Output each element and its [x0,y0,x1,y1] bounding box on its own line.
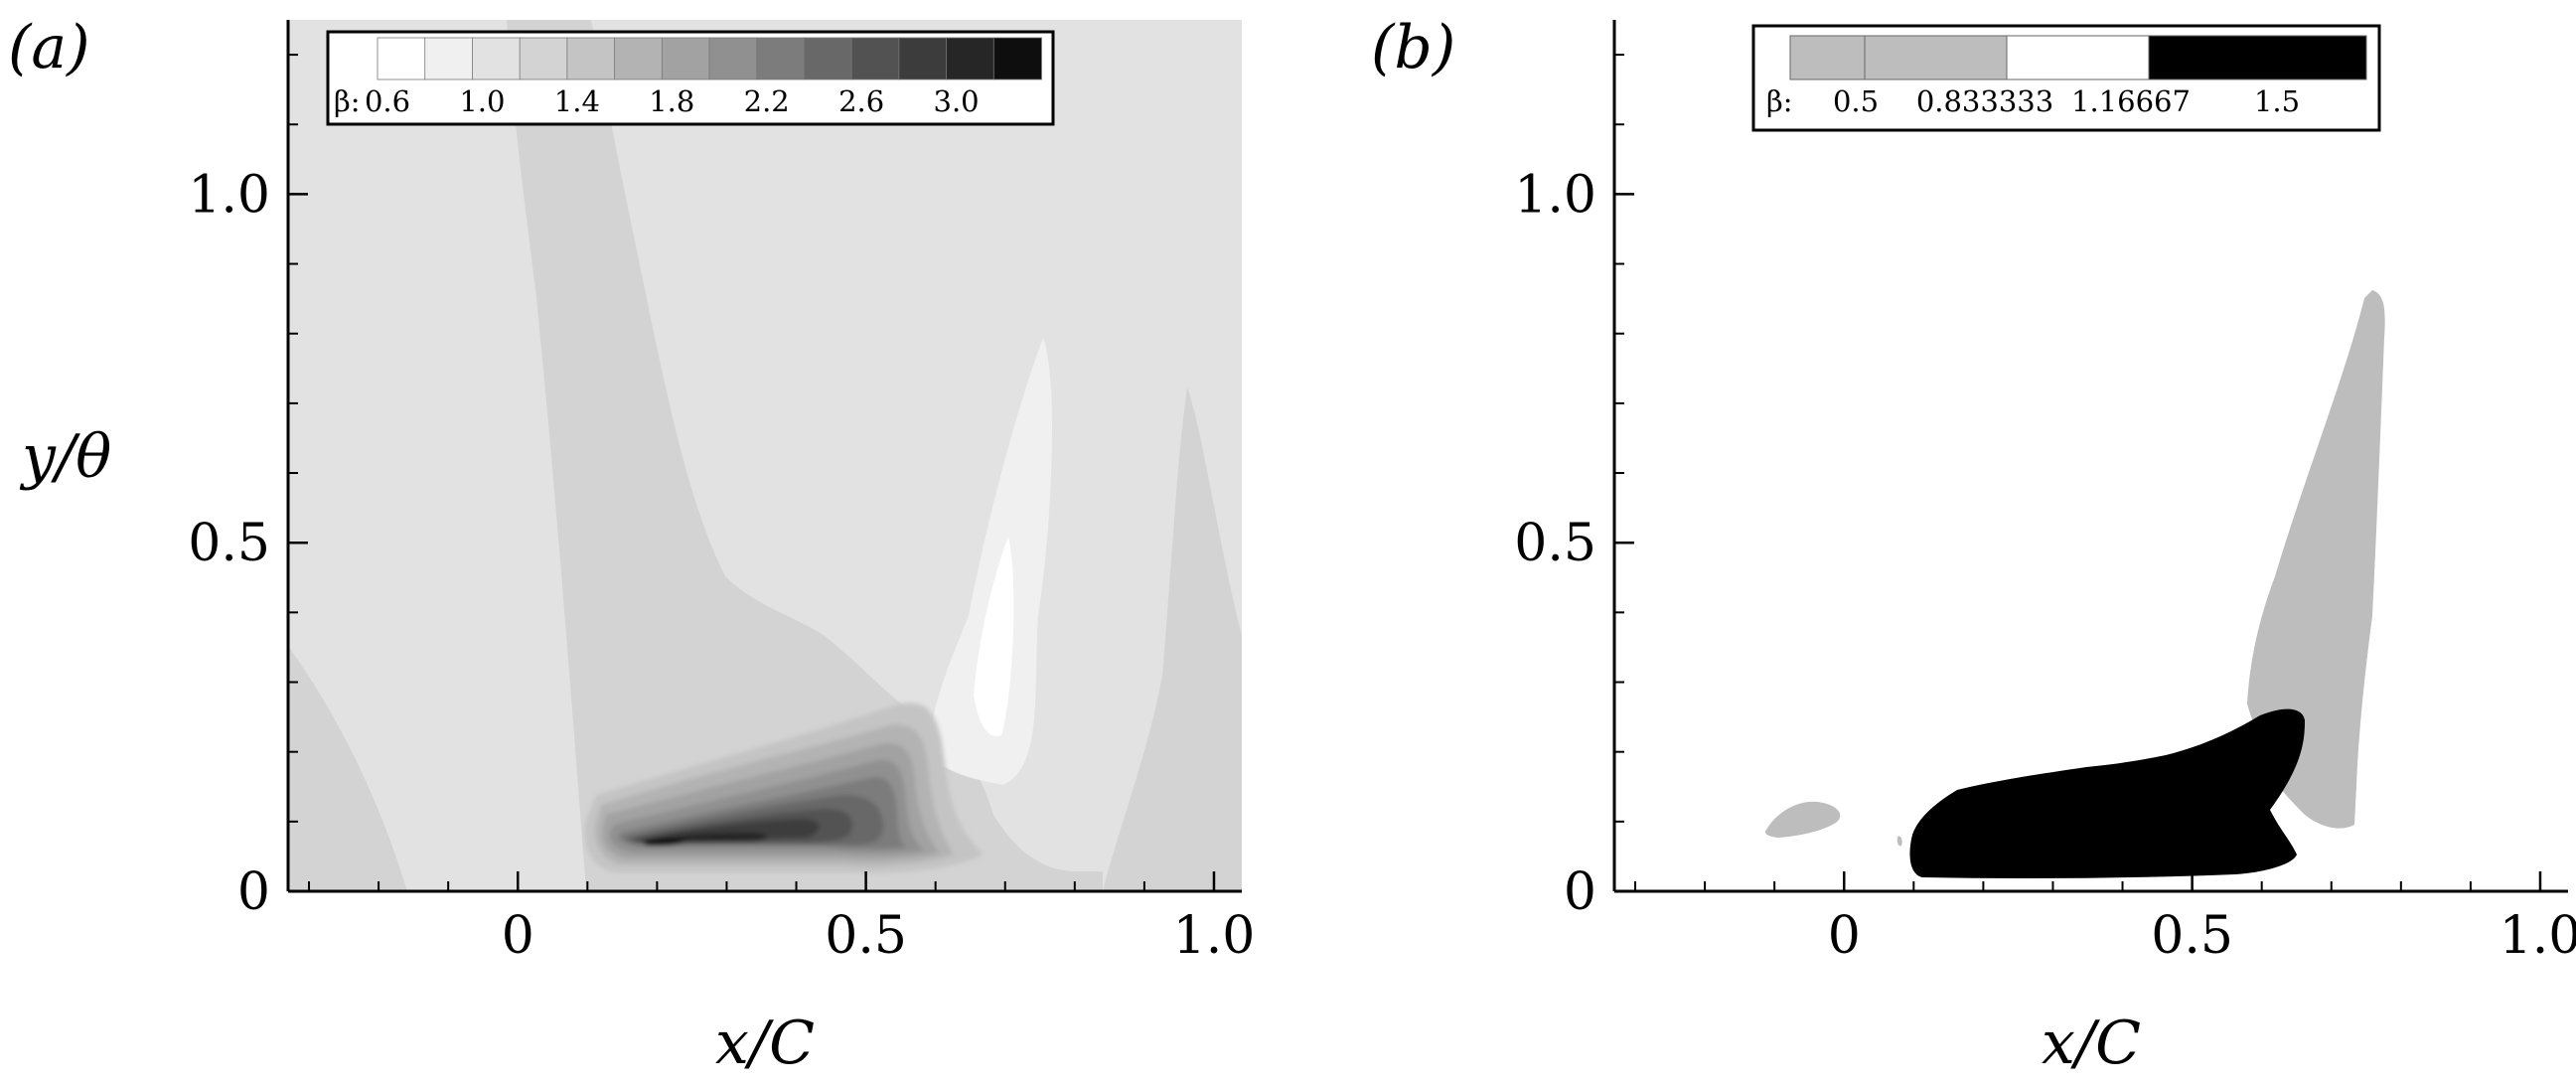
legend-swatch [804,37,853,80]
panel-a-legend: β: 0.6 1.0 1.4 1.8 2.2 2.6 3.0 [326,30,1055,126]
y-tick-label: 0 [1564,862,1596,922]
y-tick-label: 0.5 [1514,514,1596,573]
legend-label: 1.0 [459,84,505,118]
panel-b-legend-swatches [1789,35,2367,80]
legend-swatch [1864,35,2008,80]
legend-label: 1.8 [649,84,694,118]
legend-label: 2.2 [744,84,790,118]
legend-swatch [566,37,616,80]
legend-swatch [850,37,900,80]
x-tick-label: 1.0 [1173,906,1256,966]
panel-a-legend-title: β: [334,84,361,118]
x-tick-label: 0 [1828,906,1861,966]
legend-label: 1.4 [554,84,600,118]
legend-swatch [1789,35,1866,80]
legend-swatch [377,37,426,80]
contour-light-0-8 [929,338,1053,785]
legend-swatch [519,37,568,80]
panel-b-xlabel: x/C [2042,1009,2141,1078]
panel-b-ticks: 0 0.5 1.0 0 0.5 1.0 [1514,54,2576,966]
legend-label: 3.0 [934,84,980,118]
contour-right-streak [1103,388,1242,891]
legend-swatch [424,37,474,80]
peak-contours [584,702,984,873]
x-tick-label: 0.5 [825,906,907,966]
panel-a-contour-field [288,20,1242,891]
grey-streak-region [2247,290,2385,829]
x-tick-label: 0 [502,906,534,966]
panel-b-contour-field [1764,290,2385,878]
y-tick-label: 0 [237,862,270,922]
legend-label: 0.5 [1833,84,1879,118]
legend-label: 2.6 [838,84,884,118]
legend-swatch [661,37,710,80]
panel-b-legend-title: β: [1766,84,1793,118]
panel-b-legend-labels: 0.5 0.833333 1.16667 1.5 [1833,84,2300,118]
black-region [1909,708,2305,878]
panel-b: (b) 0 0.5 1.0 0 0.5 1.0 x/C β: 0.5 0.833333 1.1… [1371,13,2576,1078]
legend-swatch [708,37,758,80]
panel-a-label: (a) [8,13,90,82]
legend-swatch [614,37,664,80]
legend-swatch [756,37,806,80]
legend-swatch [946,37,995,80]
legend-label: 1.16667 [2071,84,2191,118]
legend-swatch [898,37,948,80]
legend-swatch [992,37,1042,80]
panel-a-legend-swatches [377,37,1042,80]
grey-small-patch [1764,801,1841,838]
panel-a-ylabel: y/θ [19,422,111,492]
legend-swatch [2148,35,2367,80]
panel-a-xlabel: x/C [715,1009,815,1078]
grey-speck [1896,836,1902,847]
legend-label: 1.5 [2254,84,2300,118]
contour-lightest-0-6 [974,537,1014,736]
panel-b-legend: β: 0.5 0.833333 1.16667 1.5 [1751,24,2381,132]
contour-left-edge [288,646,407,891]
legend-swatch [2006,35,2150,80]
legend-label: 0.6 [365,84,410,118]
legend-swatch [472,37,522,80]
legend-label: 0.833333 [1916,84,2053,118]
y-tick-label: 1.0 [1514,165,1596,225]
panel-a-ticks: 0 0.5 1.0 0 0.5 1.0 [188,54,1256,966]
panel-a-legend-labels: 0.6 1.0 1.4 1.8 2.2 2.6 3.0 [365,84,980,118]
y-tick-label: 1.0 [188,165,270,225]
x-tick-label: 1.0 [2500,906,2576,966]
contour-band-1-2 [507,20,1103,891]
y-tick-label: 0.5 [188,514,270,573]
panel-a: (a) 0 0.5 1.0 0 0.5 1.0 y/θ [8,13,1255,1078]
panel-b-label: (b) [1371,13,1455,82]
x-tick-label: 0.5 [2151,906,2233,966]
